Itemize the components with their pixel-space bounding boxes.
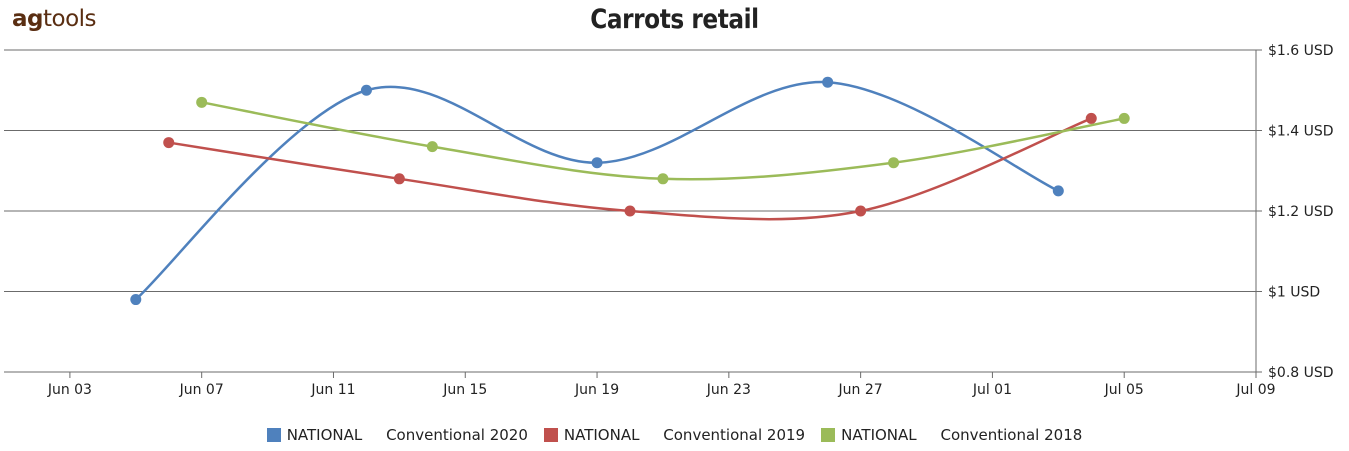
series-3-point (888, 157, 900, 169)
x-tick-label: Jun 15 (442, 382, 487, 398)
x-tick-label: Jun 27 (838, 382, 883, 398)
series-1-point (1052, 185, 1064, 197)
legend-item-3[interactable]: NATIONAL Conventional 2018 (821, 426, 1082, 444)
legend-item-1[interactable]: NATIONAL Conventional 2020 (266, 426, 528, 444)
series-3-point (1118, 112, 1130, 124)
legend-item-2[interactable]: NATIONAL Conventional 2019 (543, 426, 806, 444)
chart-legend: NATIONAL Conventional 2020 NATIONAL Conve… (0, 426, 1349, 444)
series-1-point (360, 84, 372, 96)
y-tick-label: $1.4 USD (1268, 124, 1334, 140)
series-1-point (822, 76, 834, 88)
agtools-logo: agtools (12, 6, 97, 32)
series-2-point (163, 137, 175, 149)
legend-swatch (266, 428, 281, 442)
series-line-2 (168, 117, 1092, 221)
y-tick-label: $1.6 USD (1268, 43, 1334, 59)
series-2-point (1085, 112, 1097, 124)
logo-part-tools: tools (42, 6, 97, 32)
legend-label: NATIONAL Conventional 2020 (286, 426, 528, 444)
series-line-1 (134, 80, 1059, 301)
x-tick-label: Jul 05 (1104, 382, 1144, 398)
series-2-point (624, 205, 636, 217)
series-2-point (855, 205, 867, 217)
y-tick-label: $1.2 USD (1268, 204, 1334, 220)
x-tick-label: Jun 19 (574, 382, 619, 398)
legend-swatch (543, 428, 558, 442)
y-tick-label: $0.8 USD (1268, 365, 1334, 381)
series-1-point (591, 157, 603, 169)
x-tick-label: Jun 11 (310, 382, 355, 398)
series-3-point (196, 96, 208, 108)
x-tick-label: Jun 23 (706, 382, 751, 398)
chart-title: Carrots retail (590, 4, 759, 35)
y-tick-label: $1 USD (1268, 285, 1320, 301)
x-tick-label: Jun 07 (179, 382, 224, 398)
legend-swatch (821, 428, 836, 442)
series-3-point (426, 141, 438, 153)
x-tick-label: Jul 09 (1235, 382, 1275, 398)
axis-layer: $1.6 USD$1.4 USD$1.2 USD$1 USD$0.8 USDJu… (4, 43, 1334, 398)
series-1-point (130, 294, 142, 306)
logo-part-ag: ag (12, 6, 43, 32)
legend-label: NATIONAL Conventional 2019 (563, 426, 806, 444)
series-2-point (393, 173, 405, 185)
series-3-point (657, 173, 669, 185)
x-tick-label: Jun 03 (47, 382, 92, 398)
series-layer (130, 76, 1130, 306)
x-tick-label: Jul 01 (972, 382, 1012, 398)
legend-label: NATIONAL Conventional 2018 (841, 426, 1083, 444)
